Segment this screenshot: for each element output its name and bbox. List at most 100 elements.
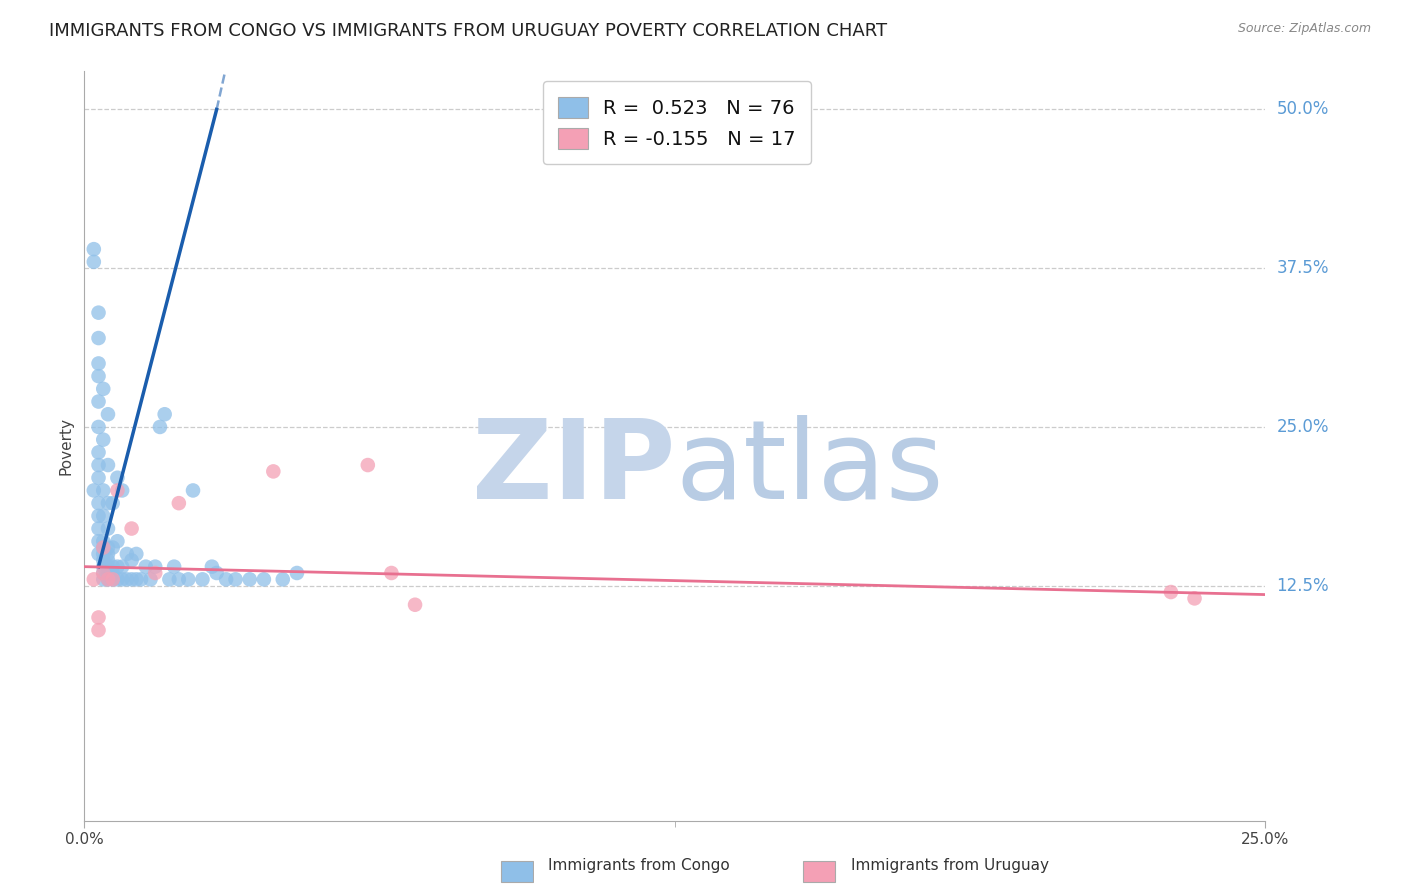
Point bbox=[262, 464, 284, 478]
Point bbox=[87, 623, 110, 637]
Text: 50.0%: 50.0% bbox=[1277, 101, 1329, 119]
Point bbox=[115, 547, 138, 561]
Point bbox=[177, 572, 200, 586]
Point bbox=[97, 572, 120, 586]
Point bbox=[91, 559, 114, 574]
Text: IMMIGRANTS FROM CONGO VS IMMIGRANTS FROM URUGUAY POVERTY CORRELATION CHART: IMMIGRANTS FROM CONGO VS IMMIGRANTS FROM… bbox=[49, 22, 887, 40]
Point bbox=[121, 572, 143, 586]
Point bbox=[97, 407, 120, 421]
Point bbox=[91, 541, 114, 555]
Point bbox=[101, 572, 124, 586]
Point bbox=[83, 572, 105, 586]
Point bbox=[91, 382, 114, 396]
Point bbox=[191, 572, 214, 586]
Point bbox=[129, 572, 152, 586]
Point bbox=[135, 559, 157, 574]
Point bbox=[83, 483, 105, 498]
Point bbox=[87, 547, 110, 561]
Point bbox=[107, 534, 129, 549]
Point bbox=[97, 541, 120, 555]
Legend: R =  0.523   N = 76, R = -0.155   N = 17: R = 0.523 N = 76, R = -0.155 N = 17 bbox=[543, 81, 811, 164]
Point bbox=[101, 572, 124, 586]
Point bbox=[91, 541, 114, 555]
Point bbox=[111, 483, 134, 498]
Point bbox=[87, 394, 110, 409]
Point bbox=[87, 471, 110, 485]
Text: 37.5%: 37.5% bbox=[1277, 260, 1329, 277]
Point bbox=[87, 420, 110, 434]
Point bbox=[149, 420, 172, 434]
Point bbox=[115, 572, 138, 586]
Point bbox=[97, 566, 120, 580]
Point bbox=[285, 566, 308, 580]
Point bbox=[239, 572, 262, 586]
Point bbox=[271, 572, 294, 586]
Point bbox=[87, 445, 110, 459]
Point bbox=[167, 496, 190, 510]
Point bbox=[97, 458, 120, 472]
Point bbox=[1184, 591, 1206, 606]
Point bbox=[107, 483, 129, 498]
Point bbox=[87, 369, 110, 384]
Point bbox=[121, 522, 143, 536]
Point bbox=[101, 566, 124, 580]
Point bbox=[167, 572, 190, 586]
Point bbox=[97, 559, 120, 574]
Point bbox=[111, 572, 134, 586]
Point bbox=[87, 458, 110, 472]
Point bbox=[157, 572, 180, 586]
Point bbox=[87, 496, 110, 510]
Text: Immigrants from Uruguay: Immigrants from Uruguay bbox=[851, 858, 1049, 872]
Point bbox=[380, 566, 402, 580]
Point bbox=[87, 331, 110, 345]
Point bbox=[107, 572, 129, 586]
Point bbox=[101, 496, 124, 510]
Point bbox=[91, 433, 114, 447]
Point bbox=[97, 553, 120, 567]
FancyBboxPatch shape bbox=[803, 861, 835, 882]
Text: atlas: atlas bbox=[675, 415, 943, 522]
Point bbox=[107, 559, 129, 574]
Point bbox=[87, 356, 110, 370]
Point bbox=[83, 255, 105, 269]
Point bbox=[91, 534, 114, 549]
Point bbox=[91, 547, 114, 561]
FancyBboxPatch shape bbox=[501, 861, 533, 882]
Point bbox=[205, 566, 228, 580]
Y-axis label: Poverty: Poverty bbox=[58, 417, 73, 475]
Point bbox=[1160, 585, 1182, 599]
Point bbox=[253, 572, 276, 586]
Point bbox=[87, 610, 110, 624]
Point bbox=[125, 547, 148, 561]
Text: Source: ZipAtlas.com: Source: ZipAtlas.com bbox=[1237, 22, 1371, 36]
Point bbox=[153, 407, 176, 421]
Point bbox=[91, 566, 114, 580]
Point bbox=[97, 496, 120, 510]
Point bbox=[91, 508, 114, 523]
Point bbox=[87, 522, 110, 536]
Point bbox=[97, 522, 120, 536]
Point bbox=[101, 541, 124, 555]
Point bbox=[125, 572, 148, 586]
Point bbox=[121, 553, 143, 567]
Point bbox=[357, 458, 380, 472]
Point bbox=[97, 547, 120, 561]
Point bbox=[139, 572, 162, 586]
Text: 25.0%: 25.0% bbox=[1277, 418, 1329, 436]
Point bbox=[215, 572, 238, 586]
Point bbox=[91, 566, 114, 580]
Point bbox=[83, 242, 105, 256]
Point bbox=[225, 572, 247, 586]
Point bbox=[181, 483, 204, 498]
Point bbox=[107, 471, 129, 485]
Point bbox=[91, 572, 114, 586]
Point bbox=[91, 553, 114, 567]
Point bbox=[101, 559, 124, 574]
Point bbox=[87, 508, 110, 523]
Point bbox=[404, 598, 426, 612]
Point bbox=[87, 534, 110, 549]
Point bbox=[87, 306, 110, 320]
Text: Immigrants from Congo: Immigrants from Congo bbox=[548, 858, 730, 872]
Text: 12.5%: 12.5% bbox=[1277, 577, 1329, 595]
Point bbox=[91, 483, 114, 498]
